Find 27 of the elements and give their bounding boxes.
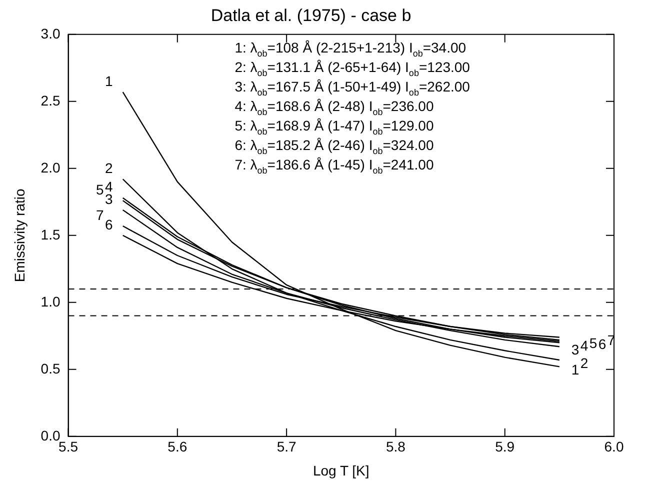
y-tick-label: 0.5	[40, 360, 60, 376]
x-tick-label: 5.7	[276, 438, 296, 455]
text: 5	[589, 334, 598, 351]
series-label: 7	[96, 206, 104, 223]
x-tick-label: 5.9	[495, 438, 515, 455]
x-tick-label: 5.5	[58, 438, 78, 455]
y-axis-title: Emissivity ratio	[11, 188, 28, 282]
x-tick-label: 5.8	[386, 438, 406, 455]
legend-label: 1	[571, 362, 580, 378]
y-tick-label: 1.0	[40, 293, 60, 310]
series-label: 6	[105, 216, 114, 232]
y-tick-label: 1.5	[40, 226, 60, 242]
text: 1	[105, 72, 113, 89]
x-tick-label: 5.6	[168, 438, 188, 455]
y-tick-label: 3.0	[40, 25, 60, 42]
x-axis-title: Log T [K]	[312, 462, 370, 478]
series-label: 2	[105, 160, 114, 176]
y-tick-label: 2.5	[40, 92, 60, 108]
series-label: 5	[96, 181, 104, 198]
y-tick-label: 0.0	[40, 427, 60, 444]
chart-title: Datla et al. (1975) - case b	[210, 6, 412, 25]
text: 6	[598, 336, 606, 352]
text: 2	[580, 354, 588, 371]
x-tick-label: 6.0	[604, 438, 624, 455]
text: 3	[571, 341, 580, 358]
y-tick-label: 2.0	[40, 159, 60, 176]
text: 4	[580, 337, 588, 354]
